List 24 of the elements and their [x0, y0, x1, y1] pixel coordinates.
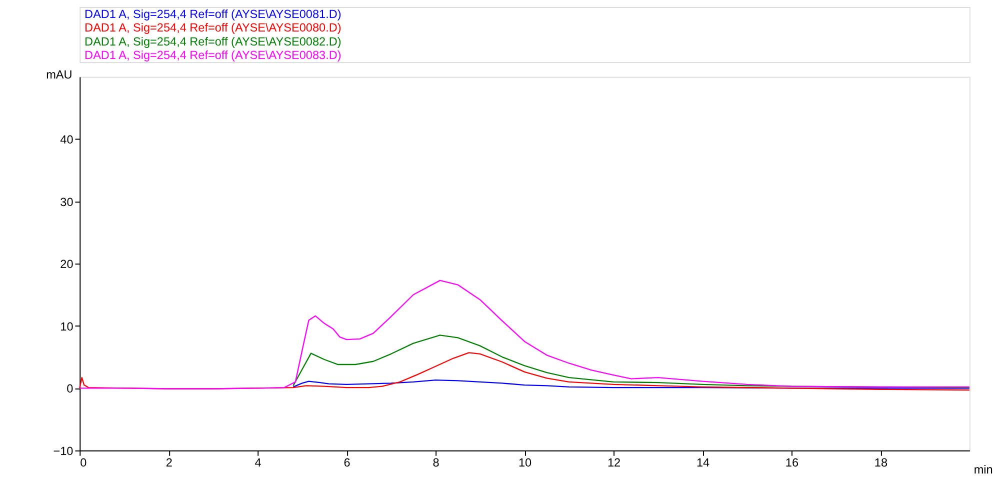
- text: DAD1 A, Sig=254,4 Ref=off (AYSE\AYSE0082.D): [84, 35, 342, 48]
- line-series: [79, 280, 970, 390]
- y-tick-label: 0: [66, 382, 74, 396]
- x-tick-label: 8: [432, 456, 440, 470]
- x-axis-title: min: [974, 464, 993, 477]
- x-tick-label: 18: [874, 456, 888, 470]
- y-tick-label: 20: [60, 258, 74, 272]
- y-tick-label: 30: [60, 196, 74, 209]
- x-tick-label: 0: [80, 456, 88, 470]
- x-tick-label: 2: [166, 456, 172, 470]
- y-tick-label: 40: [60, 134, 74, 146]
- x-tick-label: 16: [785, 456, 799, 470]
- text: DAD1 A, Sig=254,4 Ref=off (AYSE\AYSE0083.D): [84, 49, 342, 62]
- x-tick-label: 14: [696, 456, 710, 470]
- x-tick-label: 10: [518, 456, 532, 470]
- text: DAD1 A, Sig=254,4 Ref=off (AYSE\AYSE0081.D): [84, 8, 342, 21]
- y-axis-title: mAU: [46, 68, 72, 82]
- text: DAD1 A, Sig=254,4 Ref=off (AYSE\AYSE0080.D): [84, 22, 342, 35]
- x-tick-label: 4: [254, 456, 262, 470]
- line-series: [292, 379, 970, 389]
- y-tick-label: −10: [53, 444, 74, 458]
- x-tick-label: 12: [607, 456, 621, 470]
- x-tick-label: 6: [344, 456, 351, 470]
- y-tick-label: 10: [60, 320, 74, 334]
